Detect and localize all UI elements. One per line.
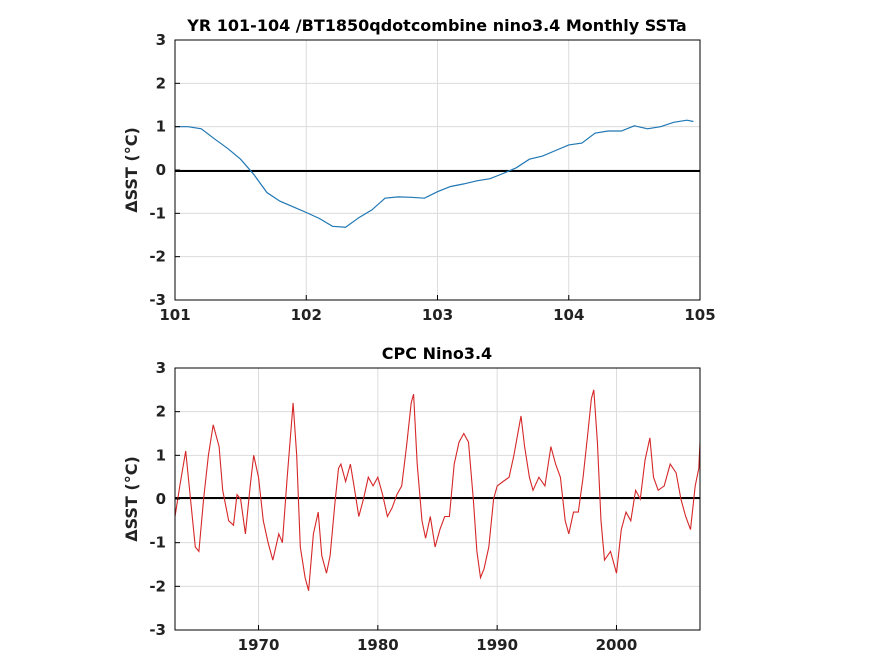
top-y-tick-label: -2 <box>149 248 166 266</box>
top-x-tick-label: 104 <box>553 306 584 324</box>
bottom-x-tick-label: 2000 <box>596 636 638 654</box>
bottom-x-tick-label: 1980 <box>357 636 399 654</box>
top-y-tick-label: 3 <box>156 31 166 49</box>
top-y-tick-label: 1 <box>156 118 166 136</box>
bottom-x-ticks: 1970 1980 1990 2000 <box>238 625 638 654</box>
top-y-tick-label: 0 <box>156 161 166 179</box>
top-y-tick-label: -3 <box>149 291 166 309</box>
top-series-line <box>175 119 694 228</box>
bottom-y-tick-label: 2 <box>156 403 166 421</box>
bottom-x-tick-label: 1990 <box>476 636 518 654</box>
top-x-tick-label: 105 <box>684 306 715 324</box>
top-y-ticks: -3 -2 -1 0 1 2 3 <box>149 31 180 309</box>
bottom-y-tick-label: 1 <box>156 446 166 464</box>
bottom-y-axis-label: ΔSST (°C) <box>122 456 141 542</box>
bottom-title: CPC Nino3.4 <box>382 344 492 363</box>
panel-top: 101 102 103 104 105 -3 -2 -1 0 1 2 3 YR 101-104 /B… <box>122 16 716 324</box>
top-x-tick-label: 103 <box>422 306 453 324</box>
bottom-series-line <box>174 389 701 591</box>
bottom-y-tick-label: 3 <box>156 359 166 377</box>
bottom-y-tick-label: 0 <box>156 490 166 508</box>
top-x-tick-label: 102 <box>291 306 322 324</box>
top-y-tick-label: 2 <box>156 74 166 92</box>
bottom-y-tick-label: -2 <box>149 577 166 595</box>
top-x-ticks: 101 102 103 104 105 <box>159 295 716 324</box>
bottom-x-tick-label: 1970 <box>238 636 280 654</box>
bottom-y-tick-label: -1 <box>149 534 166 552</box>
top-y-tick-label: -1 <box>149 204 166 222</box>
top-title: YR 101-104 /BT1850qdotcombine nino3.4 Mo… <box>186 16 686 35</box>
top-x-tick-label: 101 <box>159 306 190 324</box>
top-y-axis-label: ΔSST (°C) <box>122 127 141 213</box>
bottom-y-tick-label: -3 <box>149 621 166 639</box>
bottom-y-ticks: -3 -2 -1 0 1 2 3 <box>149 359 180 639</box>
